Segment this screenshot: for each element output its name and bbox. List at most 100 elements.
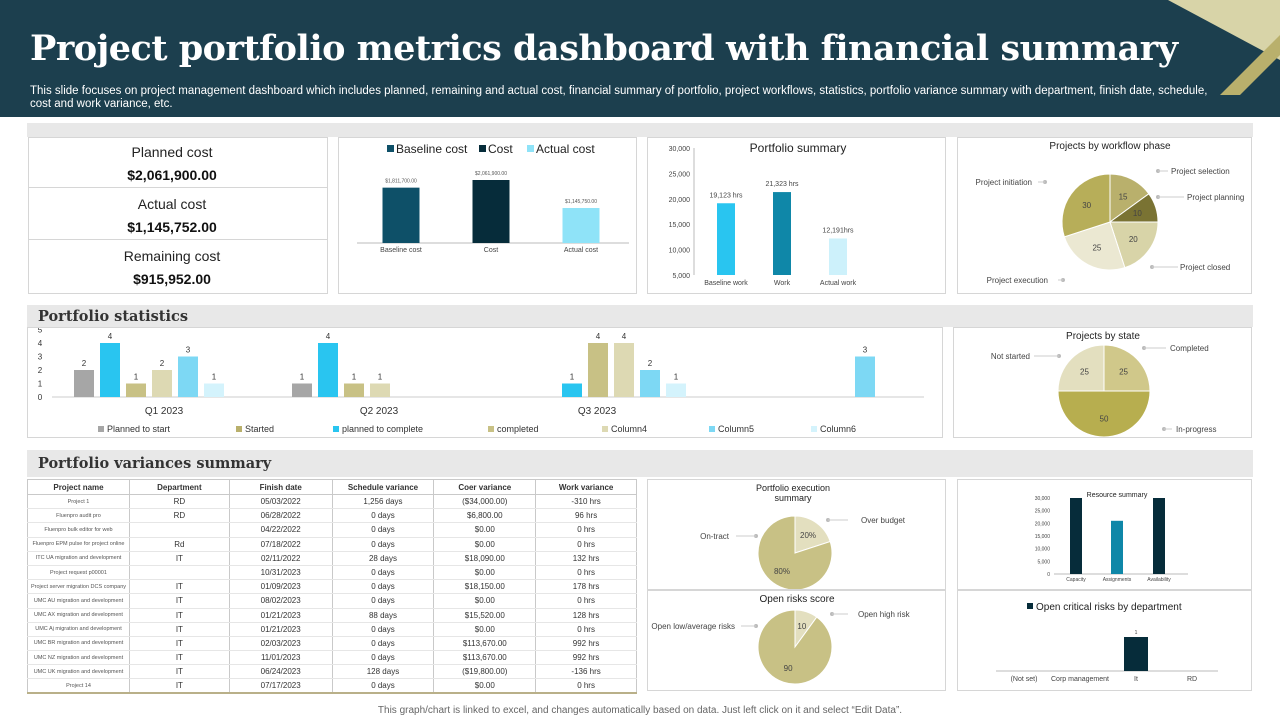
table-cell: $0.00	[433, 565, 537, 581]
table-cell: 0 days	[331, 565, 435, 581]
table-cell: $113,670.00	[433, 636, 537, 652]
table-cell: IT	[128, 579, 230, 595]
y-tick-label: 25,000	[1035, 509, 1051, 515]
y-tick-label: 10,000	[1035, 547, 1051, 553]
table-row: UMC AX migration and development IT 01/21/…	[27, 608, 637, 623]
category-label: Not started	[991, 352, 1030, 361]
tick-label: Capacity	[1066, 577, 1086, 583]
bar	[1070, 498, 1082, 574]
table-cell: 01/21/2023	[228, 608, 333, 623]
table-cell: $18,150.00	[433, 579, 537, 595]
variances-section-title: Portfolio variances summary	[38, 455, 272, 472]
chart-title: Open risks score	[759, 594, 834, 605]
cost-box-actual: Actual cost $1,145,752.00	[29, 190, 327, 240]
y-tick-label: 20,000	[1035, 521, 1051, 527]
portfolio-summary-panel: Portfolio summary 30,000 25,000 20,000 15,00…	[647, 137, 946, 294]
data-label: 2	[160, 359, 165, 368]
tick-label: Actual work	[820, 280, 857, 287]
slice-label: 25	[1080, 367, 1089, 376]
pie-slice	[1109, 221, 1159, 269]
table-row: Project 14 IT 07/17/2023 0 days $0.00 0 hrs	[27, 678, 637, 695]
table-row: UMC Aj migration and development IT 01/21/…	[27, 622, 637, 637]
table-cell: 08/02/2023	[228, 593, 333, 609]
table-cell: 0 days	[331, 678, 435, 695]
cost-panel: Planned cost $2,061,900.00 Actual cost $…	[28, 137, 328, 294]
table-row: Fluenpro EPM pulse for project online Rd 0…	[27, 537, 637, 552]
tick-label: Corp management	[1051, 676, 1109, 683]
corner-decoration	[1168, 0, 1280, 95]
workflow-phase-chart[interactable]: Projects by workflow phase 15 Project sele…	[958, 138, 1251, 293]
table-cell: 04/22/2022	[228, 522, 333, 538]
legend-swatch	[236, 426, 242, 432]
table-cell: IT	[128, 678, 230, 695]
data-label: 1	[212, 373, 217, 382]
table-cell: Fluenpro audit pro	[27, 508, 130, 524]
table-row: UMC AU migration and development IT 08/02/…	[27, 593, 637, 609]
table-row: Fluenpro bulk editor for web 04/22/2022 0 …	[27, 522, 637, 538]
legend-label: completed	[497, 424, 539, 434]
pie-slice	[1103, 344, 1151, 392]
table-cell: 992 hrs	[535, 650, 637, 666]
cost-label: Remaining cost	[123, 248, 221, 264]
table-cell: 0 hrs	[535, 537, 637, 552]
projects-by-state-chart[interactable]: Projects by state 25 Completed 50 In-progres…	[954, 328, 1251, 438]
open-risks-chart[interactable]: Open risks score 10 Open high risk 90 Open l…	[648, 591, 945, 690]
data-label: $1,811,700.00	[385, 179, 417, 185]
category-label: Q3 2023	[578, 406, 617, 417]
table-cell: 28 days	[331, 551, 435, 566]
table-cell: IT	[128, 664, 230, 680]
y-tick-label: 0	[1047, 572, 1050, 578]
tick-label: Baseline cost	[380, 247, 422, 254]
table-cell: 0 hrs	[535, 593, 637, 609]
cost-box-planned: Planned cost $2,061,900.00	[29, 138, 327, 188]
data-label: 4	[108, 332, 113, 341]
slice-label: 20%	[800, 531, 816, 540]
y-tick-label: 25,000	[669, 171, 691, 178]
table-cell: 88 days	[331, 608, 435, 623]
table-cell: 0 hrs	[535, 622, 637, 637]
portfolio-summary-chart[interactable]: Portfolio summary 30,000 25,000 20,000 15,00…	[648, 138, 945, 293]
table-cell: 0 days	[331, 508, 435, 524]
y-tick-label: 5,000	[1037, 559, 1050, 565]
table-header-row: Project name Department Finish date Schedul…	[27, 479, 637, 495]
tick-label: Cost	[484, 247, 498, 254]
y-tick-label: 4	[38, 339, 43, 348]
table-cell: 0 hrs	[535, 565, 637, 581]
y-tick-label: 30,000	[1035, 496, 1051, 502]
chart-title: Portfolio execution	[756, 483, 830, 493]
chart-title: Resource summary	[1087, 492, 1148, 499]
table-cell: $0.00	[433, 593, 537, 609]
resource-summary-chart[interactable]: Resource summary 30,000 25,000 20,000 15,000…	[958, 480, 1251, 589]
category-label: In-progress	[1176, 425, 1216, 434]
legend-swatch	[602, 426, 608, 432]
slice-label: 25	[1092, 244, 1101, 253]
table-cell: $6,800.00	[433, 508, 537, 524]
page-subtitle: This slide focuses on project management…	[30, 85, 1208, 110]
y-tick-label: 1	[38, 380, 43, 389]
table-cell: 0 days	[331, 593, 435, 609]
table-header-cell: Coer variance	[433, 479, 537, 495]
bar	[472, 180, 510, 243]
critical-risks-chart[interactable]: Open critical risks by department (Not se…	[958, 591, 1251, 690]
category-label: Project selection	[1171, 167, 1230, 176]
table-cell	[128, 522, 230, 538]
category-label: Project planning	[1187, 193, 1244, 202]
legend-label: Column6	[820, 424, 856, 434]
table-cell: 0 hrs	[535, 522, 637, 538]
table-cell: UMC AU migration and development	[27, 593, 130, 609]
table-cell: 0 hrs	[535, 678, 637, 695]
table-cell: ITC UA migration and development	[27, 551, 130, 566]
portfolio-statistics-chart[interactable]: 5 4 3 2 1 0 2 4 1 2 3 1 1 4 1 1 1 4 4 2 1 Q1 2023 Q2 2023 Q3 20…	[28, 326, 942, 437]
data-label: 3	[186, 346, 191, 355]
bar	[318, 343, 338, 397]
cost-compare-panel: Baseline cost Cost Actual cost $1,811,700.0…	[338, 137, 637, 294]
data-label: $2,061,900.00	[475, 171, 507, 177]
table-cell: 01/21/2023	[228, 622, 333, 637]
y-tick-label: 3	[38, 353, 43, 362]
bar	[126, 383, 146, 397]
table-cell: Fluenpro EPM pulse for project online	[27, 537, 130, 552]
slice-label: 10	[1133, 209, 1142, 218]
cost-compare-chart[interactable]: Baseline cost Cost Actual cost $1,811,700.0…	[339, 138, 636, 293]
legend-swatch	[811, 426, 817, 432]
